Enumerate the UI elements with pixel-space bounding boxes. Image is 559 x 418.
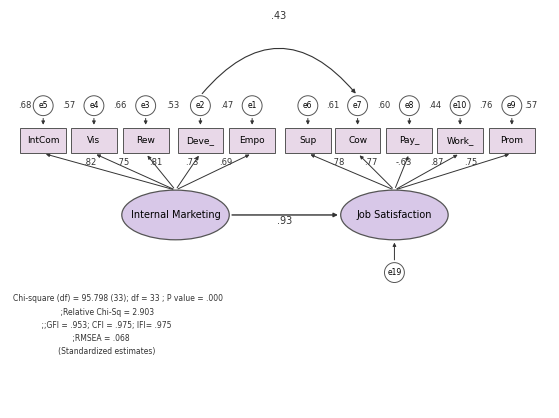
Circle shape xyxy=(84,96,104,116)
Text: Prom: Prom xyxy=(500,136,523,145)
FancyBboxPatch shape xyxy=(229,127,275,153)
FancyBboxPatch shape xyxy=(335,127,381,153)
Circle shape xyxy=(399,96,419,116)
Text: .93: .93 xyxy=(277,216,292,226)
Text: Sup: Sup xyxy=(299,136,316,145)
Circle shape xyxy=(502,96,522,116)
Text: .86: .86 xyxy=(383,198,396,206)
FancyBboxPatch shape xyxy=(386,127,432,153)
Text: Pay_: Pay_ xyxy=(399,136,420,145)
Text: Rew: Rew xyxy=(136,136,155,145)
Text: e1: e1 xyxy=(248,101,257,110)
Text: .61: .61 xyxy=(326,101,339,110)
Text: .43: .43 xyxy=(271,11,287,21)
Text: .75: .75 xyxy=(464,158,477,167)
Text: .47: .47 xyxy=(220,101,233,110)
Text: .81: .81 xyxy=(149,158,163,167)
Text: e8: e8 xyxy=(405,101,414,110)
Text: Internal Marketing: Internal Marketing xyxy=(131,210,220,220)
Text: Cow: Cow xyxy=(348,136,367,145)
Ellipse shape xyxy=(340,190,448,240)
Text: e7: e7 xyxy=(353,101,362,110)
Text: .44: .44 xyxy=(428,101,441,110)
Text: e6: e6 xyxy=(303,101,312,110)
Circle shape xyxy=(450,96,470,116)
Text: .78: .78 xyxy=(331,158,345,167)
Text: Vis: Vis xyxy=(87,136,101,145)
Text: .87: .87 xyxy=(430,158,444,167)
Text: -.63: -.63 xyxy=(396,158,413,167)
Text: IntCom: IntCom xyxy=(27,136,59,145)
FancyBboxPatch shape xyxy=(437,127,483,153)
FancyBboxPatch shape xyxy=(178,127,223,153)
FancyBboxPatch shape xyxy=(20,127,66,153)
Circle shape xyxy=(385,263,404,283)
Circle shape xyxy=(298,96,318,116)
Text: .75: .75 xyxy=(116,158,129,167)
Text: e3: e3 xyxy=(141,101,150,110)
Text: .57: .57 xyxy=(524,101,537,110)
Text: e5: e5 xyxy=(39,101,48,110)
Text: .53: .53 xyxy=(167,101,179,110)
Circle shape xyxy=(136,96,155,116)
Text: .68: .68 xyxy=(18,101,31,110)
Text: .60: .60 xyxy=(377,101,390,110)
Text: Job Satisfaction: Job Satisfaction xyxy=(357,210,432,220)
Text: .73: .73 xyxy=(185,158,198,167)
Circle shape xyxy=(242,96,262,116)
Text: Work_: Work_ xyxy=(447,136,474,145)
Text: .77: .77 xyxy=(364,158,377,167)
Text: .69: .69 xyxy=(219,158,232,167)
Text: e19: e19 xyxy=(387,268,401,277)
Ellipse shape xyxy=(122,190,229,240)
Circle shape xyxy=(33,96,53,116)
FancyBboxPatch shape xyxy=(285,127,331,153)
Text: Deve_: Deve_ xyxy=(186,136,215,145)
Text: e9: e9 xyxy=(507,101,517,110)
Text: e4: e4 xyxy=(89,101,99,110)
Text: e10: e10 xyxy=(453,101,467,110)
FancyBboxPatch shape xyxy=(489,127,535,153)
Circle shape xyxy=(191,96,210,116)
Text: .57: .57 xyxy=(62,101,75,110)
Text: .76: .76 xyxy=(479,101,492,110)
Text: .82: .82 xyxy=(83,158,96,167)
FancyBboxPatch shape xyxy=(123,127,169,153)
Text: Chi-square (df) = 95.798 (33); df = 33 ; P value = .000
                    ;Rel: Chi-square (df) = 95.798 (33); df = 33 ;… xyxy=(13,294,224,356)
FancyBboxPatch shape xyxy=(71,127,117,153)
Text: e2: e2 xyxy=(196,101,205,110)
Text: Empo: Empo xyxy=(239,136,265,145)
Text: .66: .66 xyxy=(113,101,126,110)
Circle shape xyxy=(348,96,368,116)
